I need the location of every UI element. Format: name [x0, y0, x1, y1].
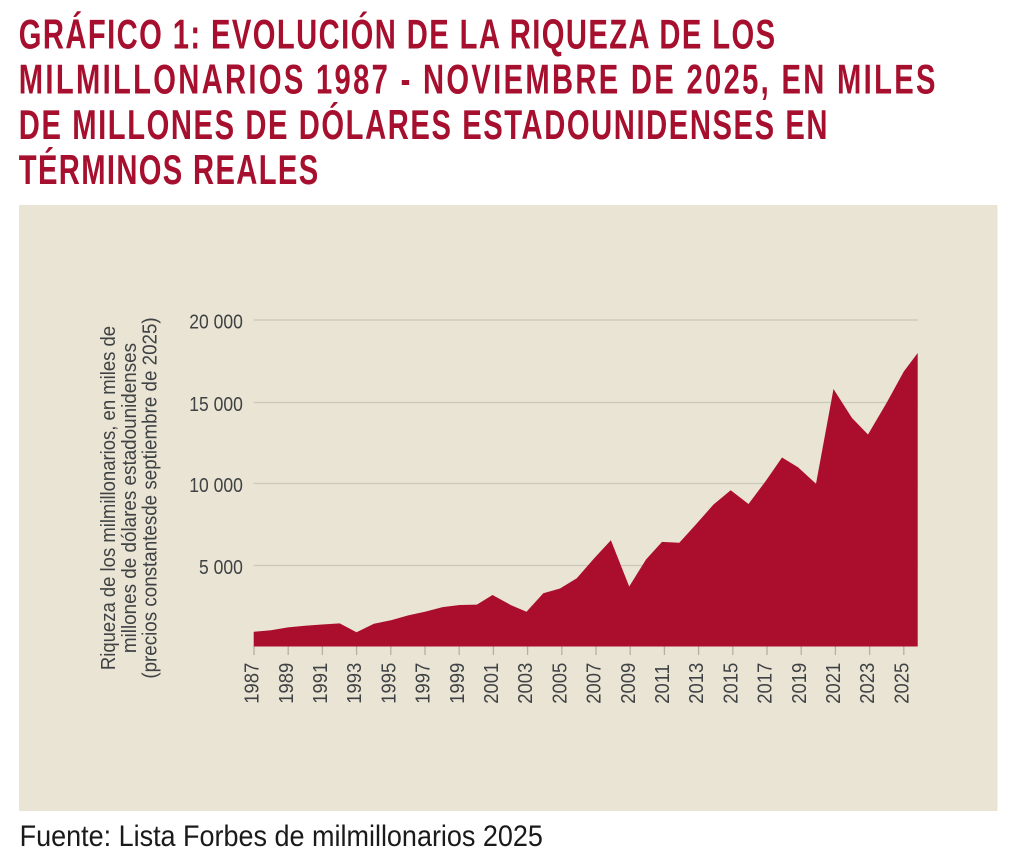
svg-text:2021: 2021	[823, 663, 845, 704]
svg-text:2005: 2005	[550, 663, 572, 704]
svg-text:2015: 2015	[721, 663, 743, 704]
svg-text:2017: 2017	[755, 663, 777, 704]
svg-text:(precios constantesde septiemb: (precios constantesde septiembre de 2025…	[139, 317, 162, 678]
svg-text:2023: 2023	[858, 663, 880, 704]
svg-text:2007: 2007	[584, 663, 606, 704]
svg-text:10 000: 10 000	[189, 474, 243, 496]
svg-text:MILMILLONARIOS 1987 - NOVIEMBR: MILMILLONARIOS 1987 - NOVIEMBRE DE 2025,…	[19, 55, 938, 103]
svg-text:Riqueza de los milmillonarios,: Riqueza de los milmillonarios, en miles …	[97, 326, 120, 670]
svg-text:1989: 1989	[276, 663, 298, 704]
svg-text:15 000: 15 000	[189, 393, 243, 415]
svg-text:2001: 2001	[481, 663, 503, 704]
svg-text:2011: 2011	[652, 664, 674, 704]
svg-text:2025: 2025	[892, 663, 914, 704]
svg-text:20 000: 20 000	[189, 311, 243, 333]
svg-text:1999: 1999	[447, 663, 469, 704]
svg-text:2013: 2013	[687, 663, 709, 704]
svg-text:1997: 1997	[413, 663, 435, 704]
svg-text:DE MILLONES DE DÓLARES ESTADOU: DE MILLONES DE DÓLARES ESTADOUNIDENSES E…	[19, 99, 829, 148]
svg-text:1993: 1993	[345, 663, 367, 704]
svg-text:TÉRMINOS REALES: TÉRMINOS REALES	[19, 146, 320, 194]
svg-text:Fuente: Lista Forbes de milmil: Fuente: Lista Forbes de milmillonarios 2…	[20, 820, 543, 854]
svg-text:2003: 2003	[516, 663, 538, 704]
svg-text:1991: 1991	[310, 663, 332, 704]
svg-text:2019: 2019	[789, 663, 811, 704]
svg-text:2009: 2009	[618, 663, 640, 704]
svg-text:5 000: 5 000	[199, 556, 243, 578]
svg-text:1987: 1987	[242, 663, 264, 704]
svg-text:1995: 1995	[379, 663, 401, 704]
svg-text:millones de dólares estadounid: millones de dólares estadounidenses	[118, 343, 141, 653]
svg-text:GRÁFICO 1: EVOLUCIÓN DE LA RIQ: GRÁFICO 1: EVOLUCIÓN DE LA RIQUEZA DE LO…	[19, 9, 777, 58]
